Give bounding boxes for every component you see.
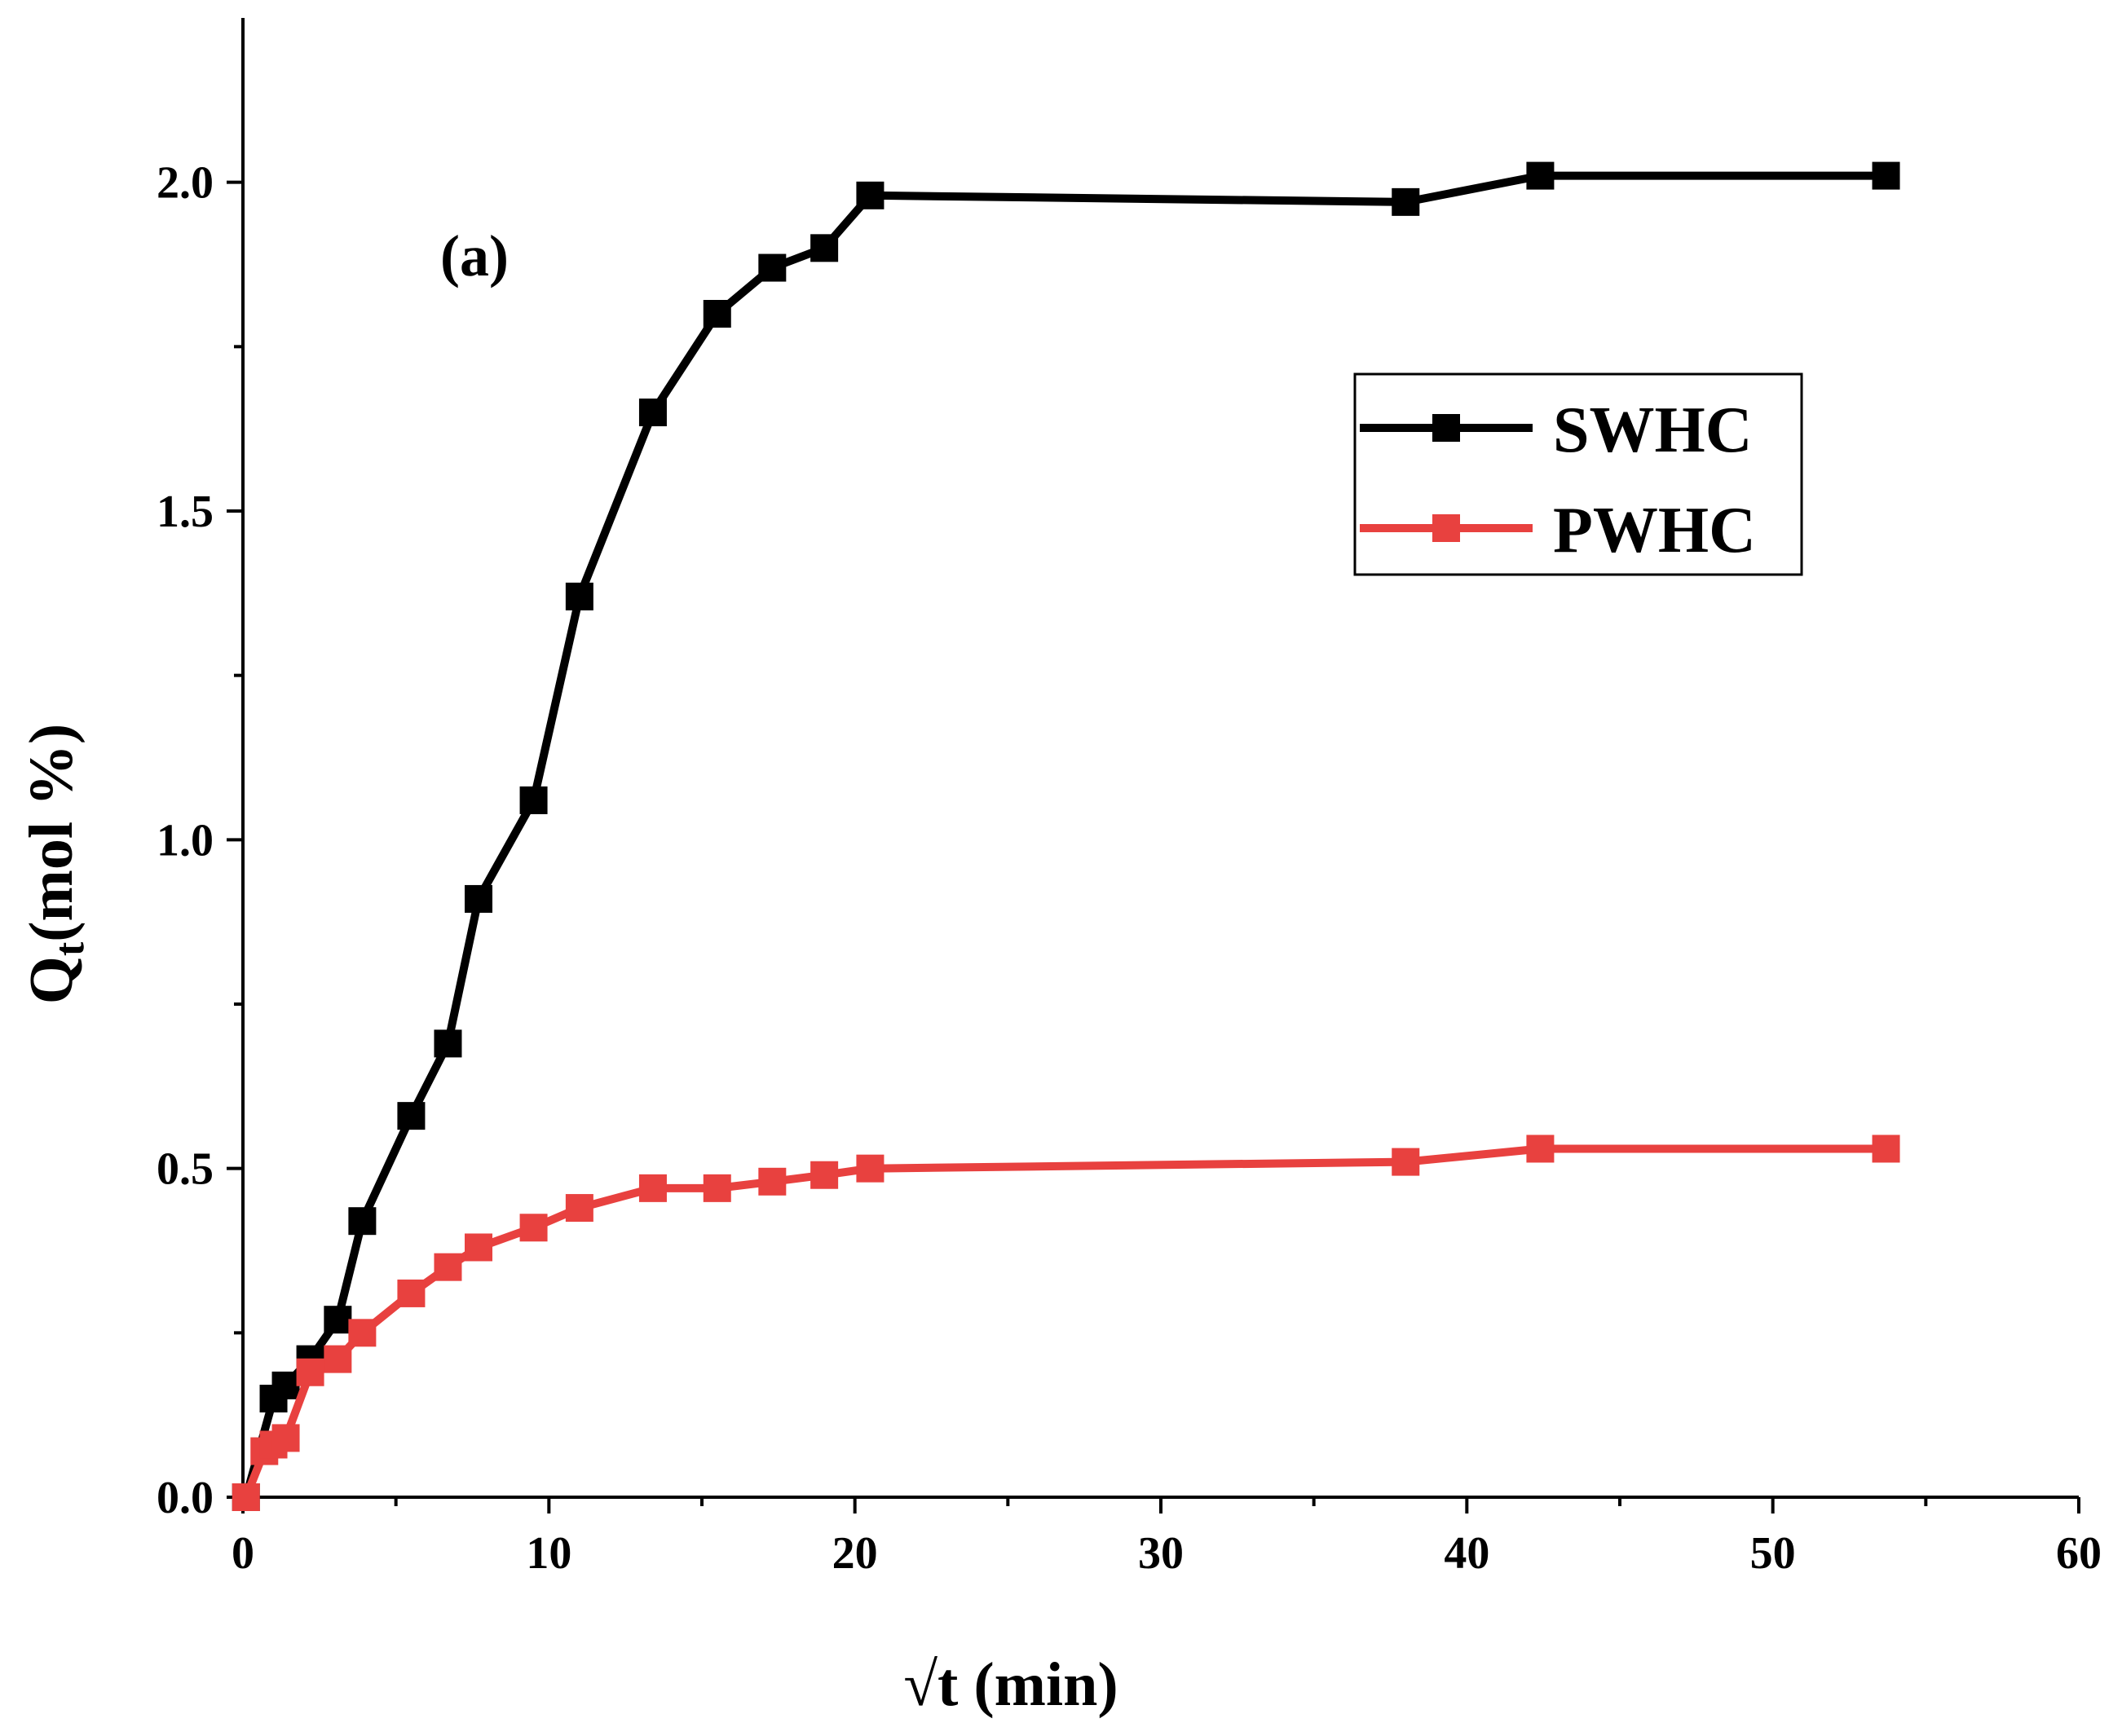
series-swhc <box>232 161 1900 1511</box>
axes: 0 10 20 30 40 50 60 0.0 0.5 1.0 1.5 2.0 <box>157 18 2102 1579</box>
panel-label: (a) <box>440 223 509 289</box>
x-tick-label: 50 <box>1750 1528 1796 1579</box>
data-point-swhc <box>856 181 885 209</box>
data-point-swhc <box>397 1102 426 1130</box>
x-axis-title: √t (min) <box>903 1650 1118 1719</box>
data-point-pwhc <box>1526 1135 1555 1163</box>
data-point-swhc <box>324 1306 352 1334</box>
data-point-pwhc <box>758 1167 787 1196</box>
data-point-swhc <box>703 300 731 328</box>
data-point-pwhc <box>856 1154 885 1183</box>
data-point-pwhc <box>519 1214 548 1242</box>
data-point-pwhc <box>1392 1148 1420 1176</box>
data-point-swhc <box>519 786 548 814</box>
data-point-swhc <box>434 1029 462 1058</box>
data-point-pwhc <box>434 1253 462 1281</box>
series-line-pwhc <box>241 1144 1890 1501</box>
y-axis-title-rest: (mol %) <box>17 724 86 942</box>
legend-marker-swhc <box>1432 414 1460 442</box>
data-point-swhc <box>465 884 493 913</box>
data-point-swhc <box>565 582 593 610</box>
data-point-pwhc <box>565 1194 593 1223</box>
data-point-pwhc <box>271 1424 300 1452</box>
plot-series <box>232 161 1900 1511</box>
data-point-pwhc <box>638 1174 667 1202</box>
data-point-swhc <box>1872 161 1900 190</box>
data-point-pwhc <box>397 1279 426 1307</box>
legend-box <box>1353 372 1803 576</box>
data-point-pwhc <box>465 1233 493 1262</box>
legend-marker-pwhc <box>1432 514 1460 542</box>
data-point-pwhc <box>1872 1135 1900 1163</box>
data-point-pwhc <box>810 1161 839 1189</box>
x-tick-label: 40 <box>1444 1528 1489 1579</box>
y-axis-title: Qt(mol %) <box>17 724 93 1005</box>
y-tick-label: 2.0 <box>157 158 214 209</box>
y-tick-label: 1.0 <box>157 815 214 866</box>
data-point-swhc <box>810 234 839 262</box>
legend-label-swhc: SWHC <box>1553 394 1753 466</box>
x-tick-label: 10 <box>526 1528 571 1579</box>
y-axis-title-main: Q <box>17 956 86 1004</box>
data-point-pwhc <box>324 1345 352 1373</box>
data-point-swhc <box>1526 161 1555 190</box>
data-point-pwhc <box>348 1319 377 1347</box>
x-tick-label: 60 <box>2056 1528 2102 1579</box>
x-tick-label: 0 <box>232 1528 254 1579</box>
data-point-swhc <box>271 1371 300 1399</box>
data-point-swhc <box>348 1207 377 1236</box>
data-point-pwhc <box>703 1174 731 1202</box>
y-tick-label: 0.0 <box>157 1473 214 1523</box>
series-pwhc <box>232 1135 1900 1511</box>
data-point-swhc <box>1392 187 1420 216</box>
y-tick-label: 0.5 <box>157 1144 214 1195</box>
y-tick-label: 1.5 <box>157 487 214 537</box>
data-point-pwhc <box>296 1358 324 1386</box>
x-tick-label: 20 <box>832 1528 878 1579</box>
data-point-swhc <box>638 399 667 426</box>
y-axis-title-sub: t <box>46 941 93 956</box>
legend: SWHC PWHC <box>1353 372 1803 576</box>
data-point-swhc <box>758 253 787 282</box>
x-tick-label: 30 <box>1138 1528 1184 1579</box>
data-point-pwhc <box>232 1483 260 1511</box>
legend-label-pwhc: PWHC <box>1553 495 1756 566</box>
